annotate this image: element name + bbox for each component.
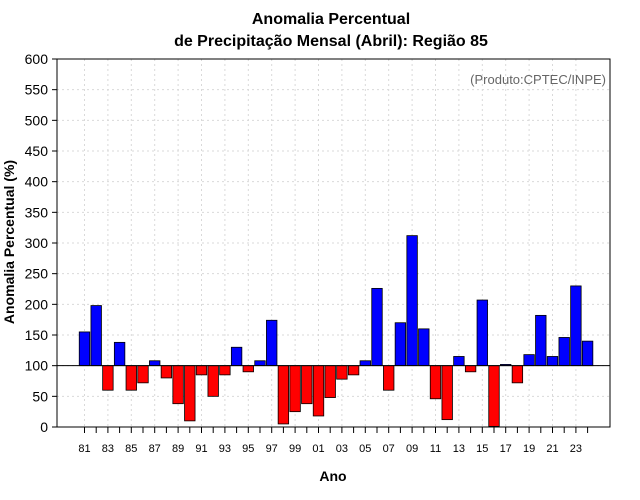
bar-14	[464, 365, 477, 373]
watermark: (Produto:CPTEC/INPE)	[470, 72, 606, 87]
x-tick-label: 91	[195, 443, 207, 455]
x-tick-label: 21	[546, 443, 558, 455]
bar-24	[581, 340, 594, 367]
y-tick-label: 100	[25, 358, 49, 374]
bar-98	[277, 365, 290, 425]
x-tick-label: 99	[289, 443, 301, 455]
y-tick-label: 200	[25, 296, 49, 312]
x-tick-label: 09	[406, 443, 418, 455]
bar-88	[160, 365, 173, 379]
bar-13	[453, 356, 465, 367]
x-tick-label: 95	[242, 443, 254, 455]
x-tick-label: 03	[336, 443, 348, 455]
bars	[78, 235, 594, 427]
y-tick-label: 600	[25, 51, 49, 67]
bar-90	[184, 365, 196, 422]
bar-11	[429, 365, 442, 400]
bar-82	[90, 305, 102, 367]
x-tick-label: 87	[149, 443, 161, 455]
bar-97	[266, 319, 278, 367]
bar-05	[359, 360, 371, 367]
bar-99	[289, 365, 301, 413]
bar-16	[488, 365, 500, 427]
y-tick-label: 450	[25, 143, 49, 159]
x-tick-label: 13	[453, 443, 465, 455]
x-tick-label: 05	[359, 443, 371, 455]
y-tick-label: 0	[40, 419, 48, 435]
y-axis: 0 50 100 150 200 250 300 350 400 450 500 550 600	[25, 51, 57, 435]
bar-15	[476, 299, 488, 367]
bar-18	[511, 365, 524, 384]
x-tick-label: 23	[570, 443, 582, 455]
y-tick-label: 350	[25, 204, 49, 220]
bar-89	[172, 365, 184, 405]
bar-00	[301, 365, 313, 405]
y-tick-label: 150	[25, 327, 49, 343]
x-tick-label: 17	[500, 443, 512, 455]
bar-08	[394, 322, 407, 367]
bar-95	[242, 365, 254, 373]
x-tick-label: 11	[430, 443, 441, 455]
x-tick-label: 19	[523, 443, 535, 455]
x-tick-label: 85	[125, 443, 137, 455]
bar-92	[207, 365, 219, 397]
bar-83	[102, 365, 114, 391]
bar-07	[383, 365, 395, 391]
bar-20	[535, 314, 547, 367]
y-axis-label: Anomalia Percentual (%)	[1, 160, 17, 324]
bar-85	[125, 365, 137, 391]
bar-87	[149, 360, 161, 367]
x-tick-label: 89	[172, 443, 184, 455]
bar-23	[570, 285, 582, 367]
bar-94	[230, 346, 243, 367]
bar-03	[336, 365, 348, 380]
x-tick-label: 07	[383, 443, 395, 455]
bar-06	[371, 287, 383, 367]
bar-96	[254, 360, 266, 367]
bar-22	[558, 337, 570, 367]
y-tick-label: 550	[25, 82, 49, 98]
chart-title-line1: Anomalia Percentual	[252, 11, 410, 28]
x-tick-label: 15	[476, 443, 488, 455]
y-tick-label: 300	[25, 235, 49, 251]
chart-title-line2: de Precipitação Mensal (Abril): Região 8…	[174, 33, 488, 50]
bar-86	[137, 365, 149, 384]
x-tick-label: 93	[219, 443, 231, 455]
bar-19	[523, 354, 535, 367]
bar-01	[312, 365, 325, 417]
bar-91	[195, 365, 208, 376]
x-axis-label: Ano	[319, 468, 346, 484]
bar-09	[406, 235, 418, 367]
x-tick-label: 97	[266, 443, 278, 455]
bar-12	[441, 365, 453, 421]
bar-04	[347, 365, 360, 376]
bar-81	[78, 331, 91, 367]
bar-02	[324, 365, 336, 398]
y-tick-label: 250	[25, 266, 49, 282]
x-tick-label: 81	[78, 443, 90, 455]
bar-21	[546, 356, 559, 367]
y-tick-label: 500	[25, 112, 49, 128]
bar-93	[219, 365, 231, 376]
x-axis: 81 83 85 87 89 91 93 95 97 99 01 03 05 07 09 11 13 15 17 19…	[78, 427, 589, 455]
x-tick-label: 83	[102, 443, 114, 455]
x-tick-label: 01	[312, 443, 324, 455]
bar-10	[418, 328, 430, 367]
bar-84	[113, 341, 126, 367]
y-tick-label: 400	[25, 174, 49, 190]
y-tick-label: 50	[32, 388, 48, 404]
